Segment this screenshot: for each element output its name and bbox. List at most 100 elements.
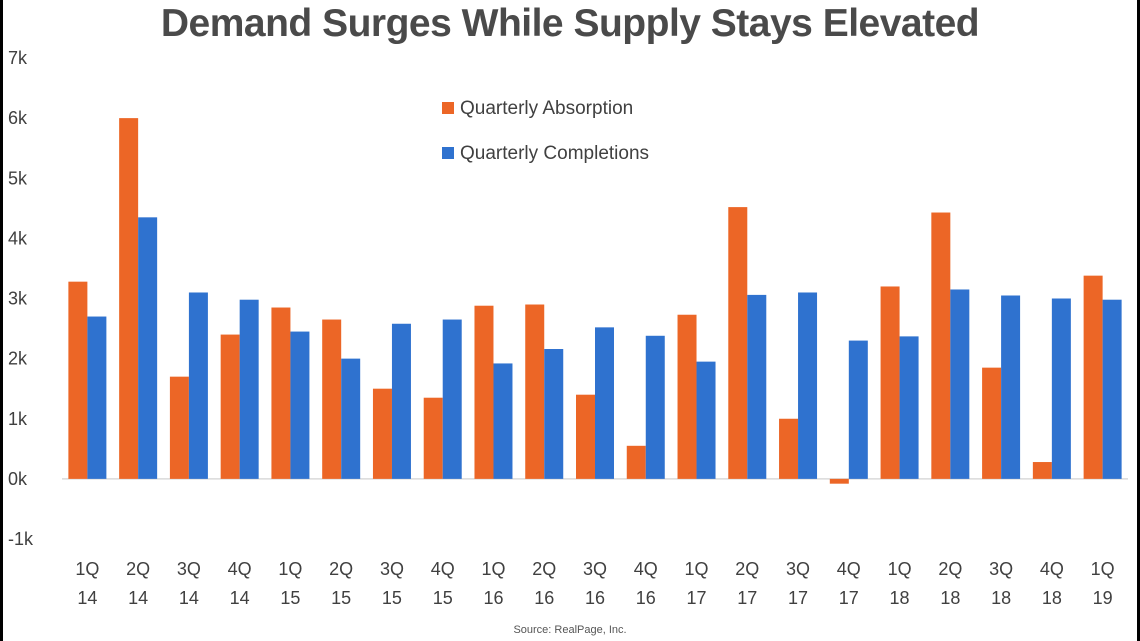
y-tick-label: 1k: [8, 409, 28, 429]
x-tick-year: 15: [280, 588, 300, 608]
completions-bar: [87, 316, 107, 479]
completions-bar: [747, 294, 767, 479]
absorption-bar: [931, 212, 951, 479]
completions-bar: [239, 299, 259, 479]
x-tick-quarter: 3Q: [786, 559, 810, 579]
y-tick-label: 7k: [8, 48, 28, 68]
completions-bar: [696, 361, 716, 479]
x-tick-quarter: 3Q: [177, 559, 201, 579]
x-tick-quarter: 2Q: [735, 559, 759, 579]
x-tick-quarter: 3Q: [989, 559, 1013, 579]
completions-bar: [188, 292, 208, 479]
x-tick-year: 14: [179, 588, 199, 608]
x-tick-quarter: 1Q: [1091, 559, 1115, 579]
x-tick-year: 15: [382, 588, 402, 608]
completions-bar: [1051, 298, 1071, 479]
x-tick-year: 15: [433, 588, 453, 608]
x-tick-quarter: 2Q: [532, 559, 556, 579]
x-tick-year: 18: [991, 588, 1011, 608]
x-tick-quarter: 1Q: [278, 559, 302, 579]
x-tick-year: 16: [483, 588, 503, 608]
y-tick-label: -1k: [8, 529, 34, 549]
absorption-bar: [68, 281, 88, 479]
absorption-bar: [880, 286, 900, 479]
absorption-bar: [119, 118, 139, 479]
y-tick-label: 3k: [8, 289, 28, 309]
x-tick-year: 18: [940, 588, 960, 608]
x-tick-quarter: 4Q: [431, 559, 455, 579]
absorption-bar: [271, 307, 291, 479]
absorption-bar: [372, 388, 392, 479]
x-tick-year: 15: [331, 588, 351, 608]
legend-label: Quarterly Completions: [460, 143, 649, 164]
absorption-bar: [779, 418, 799, 479]
legend-swatch: [442, 102, 454, 114]
x-tick-quarter: 3Q: [380, 559, 404, 579]
x-tick-quarter: 2Q: [938, 559, 962, 579]
legend-label: Quarterly Absorption: [460, 98, 633, 119]
y-tick-label: 6k: [8, 108, 28, 128]
completions-bar: [1102, 299, 1122, 479]
completions-bar: [138, 217, 158, 479]
completions-bar: [544, 349, 564, 479]
completions-bar: [290, 331, 310, 479]
absorption-bar: [1083, 275, 1103, 479]
absorption-bar: [677, 314, 697, 479]
completions-bar: [950, 289, 970, 479]
y-tick-label: 5k: [8, 168, 28, 188]
absorption-bar: [169, 376, 189, 479]
completions-bar: [595, 327, 614, 479]
completions-bar: [645, 335, 665, 479]
absorption-bar: [1032, 462, 1052, 479]
completions-bar: [391, 323, 411, 479]
x-tick-quarter: 2Q: [126, 559, 150, 579]
x-tick-year: 17: [737, 588, 757, 608]
x-tick-year: 14: [230, 588, 250, 608]
y-tick-label: 2k: [8, 349, 28, 369]
completions-bar: [442, 319, 462, 479]
absorption-bar: [576, 394, 595, 479]
absorption-bar: [626, 445, 646, 479]
legend-swatch: [442, 147, 454, 159]
x-tick-quarter: 4Q: [634, 559, 658, 579]
x-tick-year: 14: [77, 588, 97, 608]
x-tick-quarter: 1Q: [75, 559, 99, 579]
y-tick-label: 4k: [8, 228, 28, 248]
x-tick-year: 19: [1093, 588, 1113, 608]
absorption-bar: [728, 207, 748, 479]
x-tick-quarter: 1Q: [685, 559, 709, 579]
x-tick-year: 17: [788, 588, 808, 608]
x-tick-quarter: 3Q: [583, 559, 607, 579]
x-tick-quarter: 2Q: [329, 559, 353, 579]
x-tick-year: 16: [585, 588, 605, 608]
absorption-bar: [982, 367, 1002, 479]
absorption-bar: [220, 334, 240, 479]
x-tick-quarter: 1Q: [481, 559, 505, 579]
absorption-bar: [474, 305, 494, 479]
chart-title: Demand Surges While Supply Stays Elevate…: [160, 2, 980, 45]
x-tick-quarter: 4Q: [837, 559, 861, 579]
x-tick-year: 18: [1042, 588, 1062, 608]
x-tick-year: 16: [636, 588, 656, 608]
source-note: Source: RealPage, Inc.: [513, 624, 627, 636]
absorption-bar: [829, 478, 849, 484]
x-tick-year: 18: [890, 588, 910, 608]
x-tick-quarter: 4Q: [1040, 559, 1064, 579]
absorption-bar: [322, 319, 342, 479]
completions-bar: [848, 340, 868, 479]
completions-bar: [493, 363, 513, 479]
completions-bar: [899, 336, 919, 479]
x-tick-quarter: 1Q: [888, 559, 912, 579]
completions-bar: [1001, 295, 1021, 479]
x-tick-year: 14: [128, 588, 148, 608]
completions-bar: [798, 292, 818, 479]
x-tick-year: 17: [687, 588, 707, 608]
y-tick-label: 0k: [8, 469, 28, 489]
x-tick-year: 16: [534, 588, 554, 608]
absorption-bar: [423, 397, 443, 479]
completions-bar: [341, 358, 361, 479]
x-tick-quarter: 4Q: [228, 559, 252, 579]
absorption-bar: [525, 304, 545, 479]
